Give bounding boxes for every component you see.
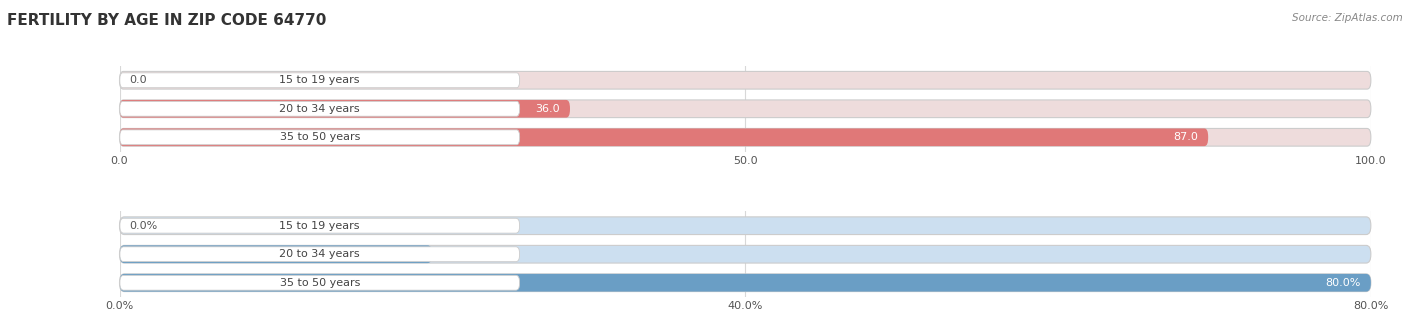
FancyBboxPatch shape <box>120 274 1371 292</box>
FancyBboxPatch shape <box>120 101 520 116</box>
FancyBboxPatch shape <box>120 246 1371 263</box>
Text: 35 to 50 years: 35 to 50 years <box>280 278 360 288</box>
Text: 20.0%: 20.0% <box>387 249 422 259</box>
FancyBboxPatch shape <box>120 247 520 262</box>
Text: 15 to 19 years: 15 to 19 years <box>280 75 360 85</box>
Text: Source: ZipAtlas.com: Source: ZipAtlas.com <box>1292 13 1403 23</box>
Text: 0.0: 0.0 <box>129 75 148 85</box>
FancyBboxPatch shape <box>120 246 433 263</box>
FancyBboxPatch shape <box>120 100 1371 117</box>
Text: 87.0: 87.0 <box>1173 132 1198 142</box>
FancyBboxPatch shape <box>120 73 520 88</box>
FancyBboxPatch shape <box>120 218 520 233</box>
Text: 15 to 19 years: 15 to 19 years <box>280 221 360 231</box>
FancyBboxPatch shape <box>120 71 1371 89</box>
FancyBboxPatch shape <box>120 274 1371 292</box>
Text: FERTILITY BY AGE IN ZIP CODE 64770: FERTILITY BY AGE IN ZIP CODE 64770 <box>7 13 326 28</box>
FancyBboxPatch shape <box>120 130 520 145</box>
FancyBboxPatch shape <box>120 128 1371 146</box>
FancyBboxPatch shape <box>120 275 520 290</box>
FancyBboxPatch shape <box>120 128 1208 146</box>
FancyBboxPatch shape <box>120 100 569 117</box>
Text: 36.0: 36.0 <box>536 104 560 114</box>
Text: 20 to 34 years: 20 to 34 years <box>280 104 360 114</box>
Text: 20 to 34 years: 20 to 34 years <box>280 249 360 259</box>
Text: 0.0%: 0.0% <box>129 221 157 231</box>
Text: 80.0%: 80.0% <box>1326 278 1361 288</box>
FancyBboxPatch shape <box>120 217 1371 235</box>
Text: 35 to 50 years: 35 to 50 years <box>280 132 360 142</box>
